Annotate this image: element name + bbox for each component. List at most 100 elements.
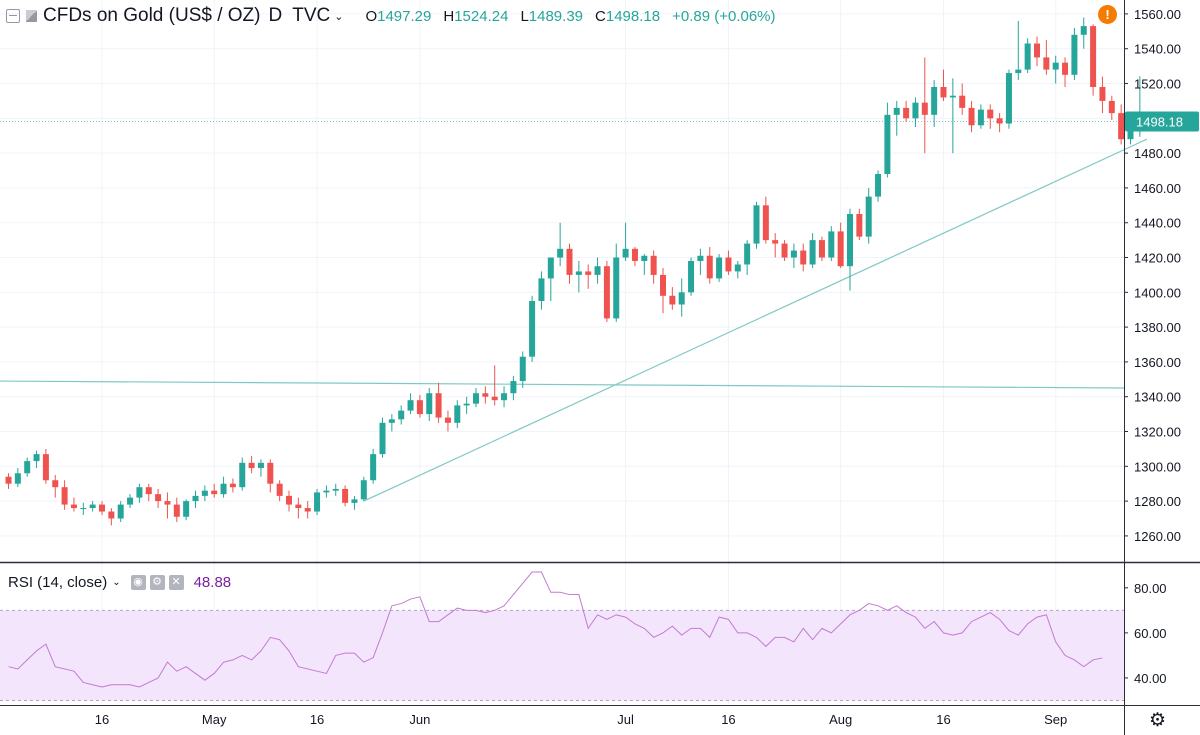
- candle-body: [828, 231, 835, 258]
- candle-body: [80, 508, 87, 510]
- candle-body: [136, 487, 143, 498]
- timeframe-label[interactable]: D: [268, 5, 283, 26]
- candle-body: [276, 483, 283, 496]
- candle-body: [70, 504, 77, 509]
- candle-body: [856, 214, 863, 237]
- time-tick-label: May: [202, 712, 227, 727]
- candle-body: [1099, 86, 1106, 101]
- chevron-down-icon[interactable]: ⌄: [334, 10, 344, 23]
- candle-body: [650, 255, 657, 275]
- candle-body: [379, 422, 386, 455]
- candle-body: [435, 393, 442, 418]
- candle-body: [725, 257, 732, 272]
- candle-body: [1005, 73, 1012, 124]
- candle-body: [1118, 113, 1125, 140]
- exclamation-icon[interactable]: !: [1098, 5, 1117, 24]
- symbol-flag-icon: [26, 10, 37, 22]
- candlestick-series: [5, 17, 1143, 526]
- candle-body: [351, 499, 358, 503]
- candle-body: [996, 118, 1003, 124]
- candle-body: [1090, 26, 1097, 87]
- candle-body: [332, 488, 339, 491]
- candle-body: [818, 240, 825, 258]
- candle-body: [1024, 43, 1031, 70]
- rsi-tick-label: 60.00: [1134, 626, 1167, 641]
- candle-body: [52, 480, 59, 488]
- price-tick-label: 1280.00: [1134, 494, 1181, 509]
- candle-body: [463, 403, 470, 406]
- last-price-tag: [1125, 111, 1199, 132]
- close-icon[interactable]: ✕: [168, 575, 184, 590]
- price-change: +0.89 (+0.06%): [672, 7, 776, 25]
- rising-trendline: [363, 138, 1148, 502]
- price-tick-label: 1320.00: [1134, 425, 1181, 440]
- candle-body: [164, 501, 171, 505]
- candle-body: [716, 257, 723, 279]
- candle-body: [454, 405, 461, 423]
- candle-body: [1052, 62, 1059, 70]
- candle-body: [220, 483, 227, 495]
- candle-body: [688, 260, 695, 293]
- time-tick-label: Jul: [617, 712, 634, 727]
- candle-body: [201, 490, 208, 496]
- candle-body: [753, 205, 760, 244]
- collapse-icon[interactable]: [6, 9, 20, 23]
- candle-body: [192, 495, 199, 502]
- gear-icon[interactable]: ⚙: [149, 575, 165, 590]
- time-tick-label: 16: [95, 712, 109, 727]
- candle-body: [762, 205, 769, 241]
- symbol-title[interactable]: CFDs on Gold (US$ / OZ): [43, 5, 261, 26]
- rsi-title[interactable]: RSI (14, close): [8, 574, 108, 591]
- price-tick-label: 1400.00: [1134, 285, 1181, 300]
- price-tick-label: 1260.00: [1134, 529, 1181, 544]
- candle-body: [370, 454, 377, 481]
- candle-body: [304, 508, 311, 512]
- candle-body: [1015, 69, 1022, 74]
- candle-body: [987, 109, 994, 119]
- candle-body: [1062, 62, 1069, 75]
- candle-body: [912, 102, 919, 119]
- horizontal-trendline: [0, 380, 1125, 389]
- candle-body: [1071, 34, 1078, 75]
- candle-body: [24, 461, 31, 474]
- time-tick-label: Jun: [409, 712, 430, 727]
- chevron-down-icon[interactable]: ⌄: [112, 577, 121, 588]
- candle-body: [557, 248, 564, 258]
- legend-header: CFDs on Gold (US$ / OZ) D TVC ⌄ O1497.29…: [6, 5, 776, 26]
- candle-body: [865, 196, 872, 237]
- candle-body: [921, 102, 928, 115]
- price-tick-label: 1560.00: [1134, 7, 1181, 22]
- candle-body: [482, 393, 489, 397]
- candle-body: [800, 250, 807, 265]
- candle-body: [603, 266, 610, 319]
- candle-body: [660, 274, 666, 296]
- candle-body: [706, 255, 713, 279]
- source-label[interactable]: TVC: [292, 5, 331, 26]
- candle-body: [1108, 100, 1115, 114]
- candle-body: [1043, 57, 1050, 70]
- candle-body: [790, 250, 797, 258]
- candle-body: [5, 476, 12, 484]
- eye-icon[interactable]: ◉: [130, 575, 146, 590]
- candle-body: [594, 266, 601, 275]
- rsi-pane: [0, 561, 1200, 701]
- candle-body: [295, 504, 302, 509]
- settings-gear-icon[interactable]: ⚙: [1149, 710, 1167, 731]
- rsi-tick-label: 80.00: [1134, 581, 1167, 596]
- candle-body: [529, 301, 536, 357]
- price-tick-label: 1540.00: [1134, 42, 1181, 57]
- candle-body: [884, 114, 891, 174]
- candle-body: [631, 248, 638, 261]
- candle-body: [33, 454, 40, 462]
- rsi-legend: RSI (14, close) ⌄ ◉ ⚙ ✕ 48.88: [8, 574, 231, 591]
- candle-body: [14, 473, 21, 484]
- candle-body: [566, 248, 573, 275]
- candle-body: [239, 462, 246, 488]
- rsi-line: [8, 571, 1103, 688]
- price-tick-label: 1440.00: [1134, 216, 1181, 231]
- ohlc-open: O1497.29: [365, 7, 432, 25]
- candle-body: [968, 107, 975, 126]
- candle-body: [744, 243, 751, 265]
- candle-body: [491, 396, 498, 401]
